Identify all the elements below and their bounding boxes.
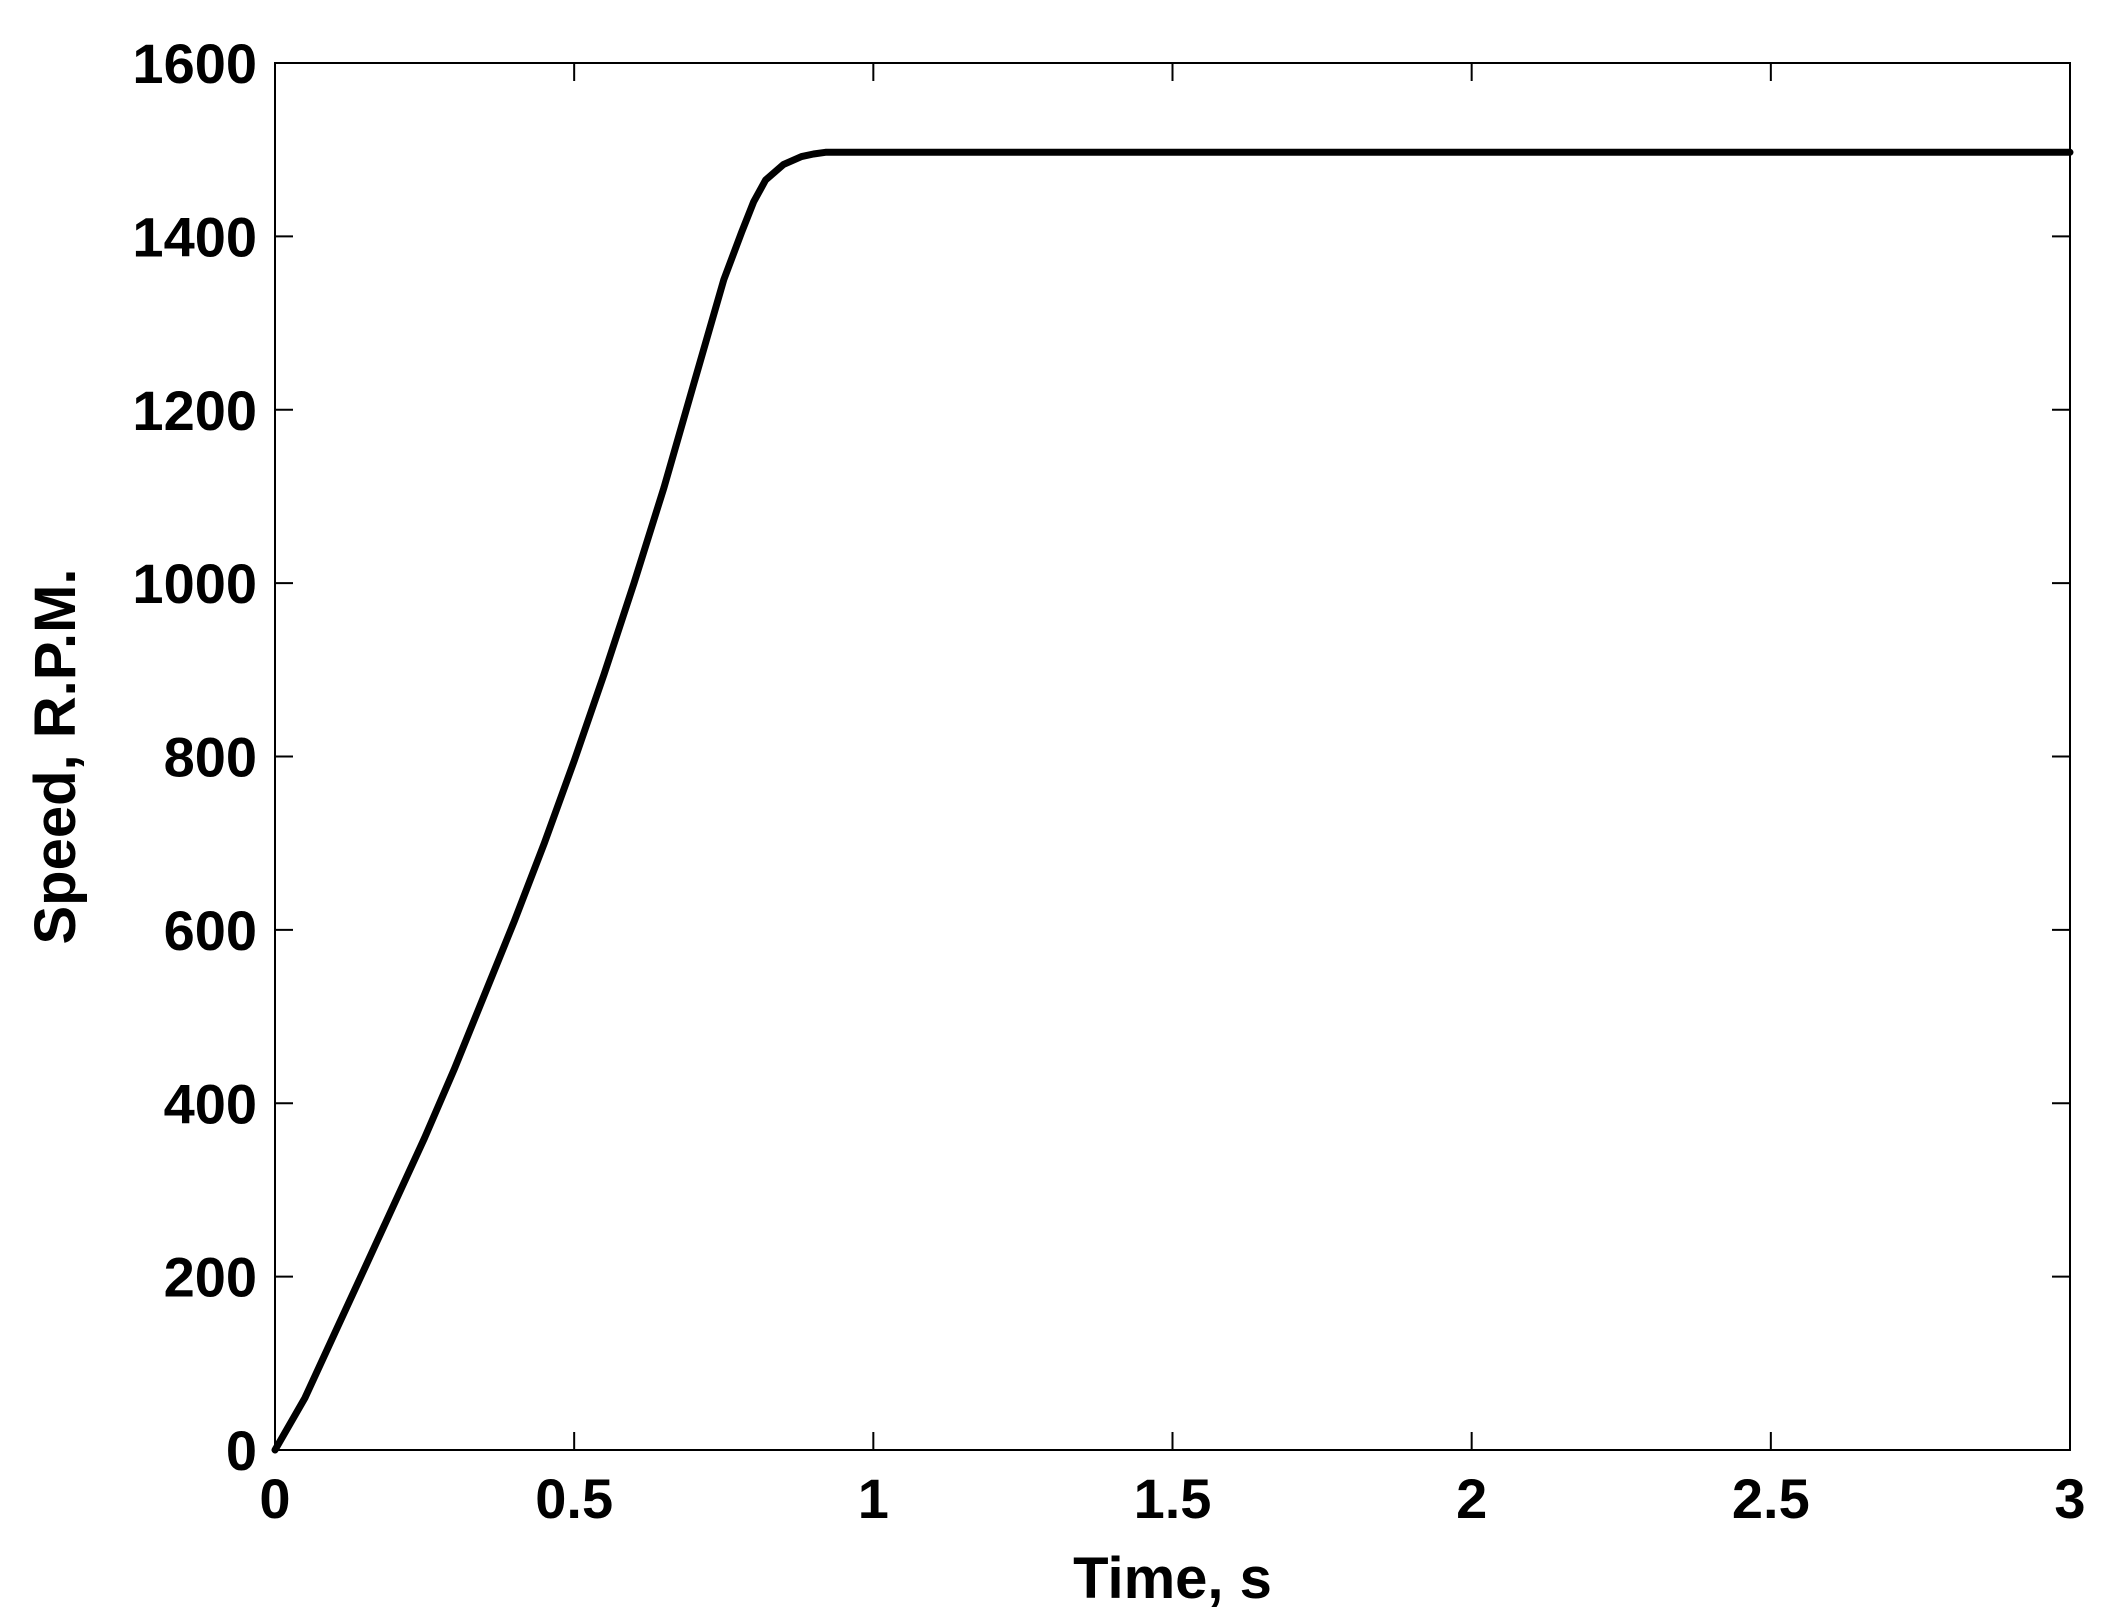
x-tick-label: 0 bbox=[259, 1467, 290, 1530]
y-tick-label: 200 bbox=[164, 1246, 257, 1309]
speed-series-line bbox=[271, 148, 2074, 1454]
y-tick-label: 1600 bbox=[132, 32, 257, 95]
plot-area-frame bbox=[274, 62, 2071, 1451]
y-tick-label: 800 bbox=[164, 726, 257, 789]
y-tick-label: 1400 bbox=[132, 205, 257, 268]
x-tick-label: 3 bbox=[2054, 1467, 2085, 1530]
y-axis-label: Speed, R.P.M. bbox=[23, 568, 88, 944]
x-tick-label: 0.5 bbox=[535, 1467, 613, 1530]
y-tick-label: 1000 bbox=[132, 552, 257, 615]
y-tick-label: 400 bbox=[164, 1072, 257, 1135]
x-tick-label: 2.5 bbox=[1732, 1467, 1810, 1530]
y-tick-label: 600 bbox=[164, 899, 257, 962]
x-axis-label: Time, s bbox=[1073, 1546, 1272, 1611]
y-tick-label: 0 bbox=[226, 1419, 257, 1482]
x-tick-label: 2 bbox=[1456, 1467, 1487, 1530]
y-tick-label: 1200 bbox=[132, 379, 257, 442]
x-tick-label: 1 bbox=[858, 1467, 889, 1530]
x-tick-label: 1.5 bbox=[1134, 1467, 1212, 1530]
